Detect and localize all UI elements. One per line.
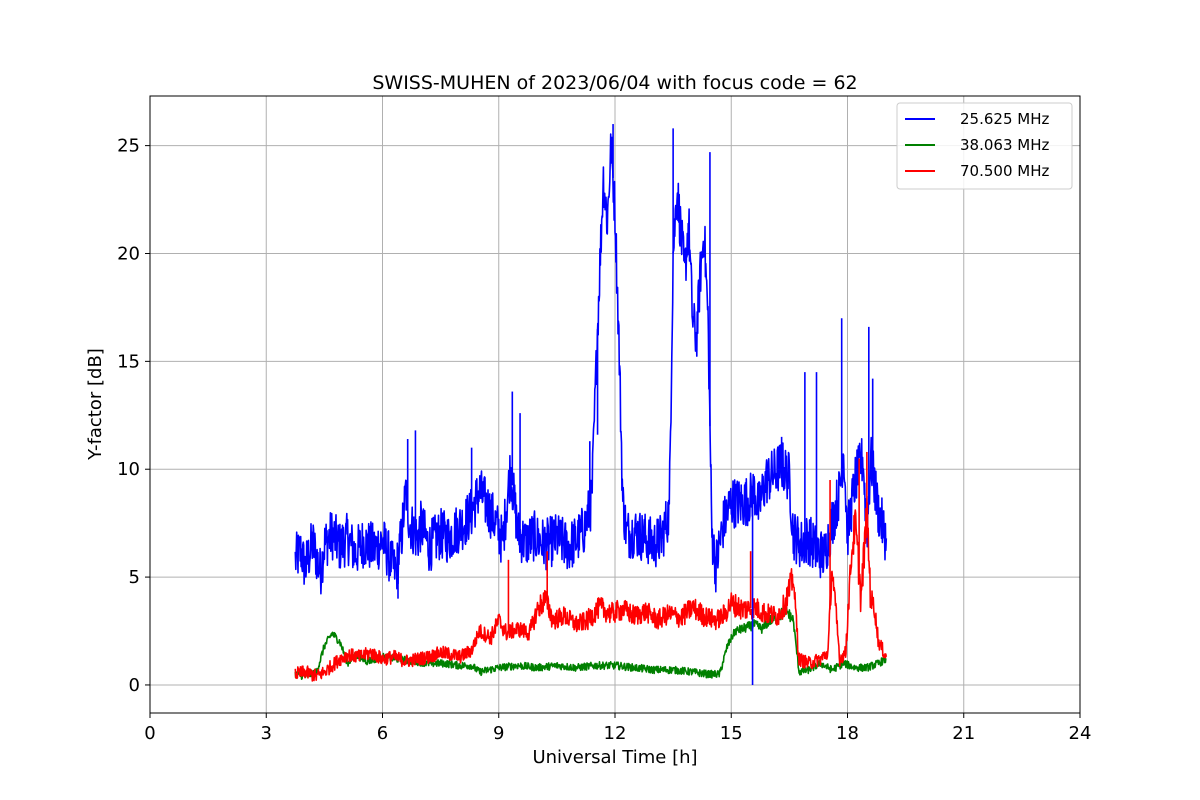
legend-box (896, 102, 1073, 190)
y-axis-label: Y-factor [dB] (85, 348, 106, 461)
x-axis-label: Universal Time [h] (532, 747, 697, 768)
x-tick-label: 18 (836, 723, 859, 744)
x-tick-label: 15 (720, 723, 743, 744)
y-tick-label: 5 (129, 567, 140, 588)
y-ticks: 0 5 10 15 20 25 (117, 136, 150, 696)
series-lines (294, 124, 888, 685)
x-ticks: 0 3 6 9 12 15 18 21 24 (144, 713, 1091, 744)
y-tick-label: 0 (129, 675, 140, 696)
y-tick-label: 25 (117, 136, 140, 157)
y-tick-label: 15 (117, 351, 140, 372)
y-tick-label: 10 (117, 459, 140, 480)
y-tick-label: 20 (117, 243, 140, 264)
series-line-2 (294, 604, 887, 681)
x-tick-label: 3 (261, 723, 272, 744)
x-tick-label: 9 (493, 723, 504, 744)
chart-title: SWISS-MUHEN of 2023/06/04 with focus cod… (372, 72, 857, 94)
legend: 25.625 MHz 38.063 MHz 70.500 MHz (896, 102, 1073, 190)
series-line-3 (294, 502, 888, 682)
x-tick-label: 0 (144, 723, 155, 744)
legend-entry: 25.625 MHz (960, 110, 1049, 128)
x-tick-label: 12 (604, 723, 627, 744)
legend-entry: 70.500 MHz (960, 162, 1049, 180)
x-tick-label: 21 (952, 723, 975, 744)
x-tick-label: 24 (1069, 723, 1092, 744)
x-tick-label: 6 (377, 723, 388, 744)
series-line-1 (294, 133, 888, 595)
legend-entry: 38.063 MHz (960, 136, 1049, 154)
